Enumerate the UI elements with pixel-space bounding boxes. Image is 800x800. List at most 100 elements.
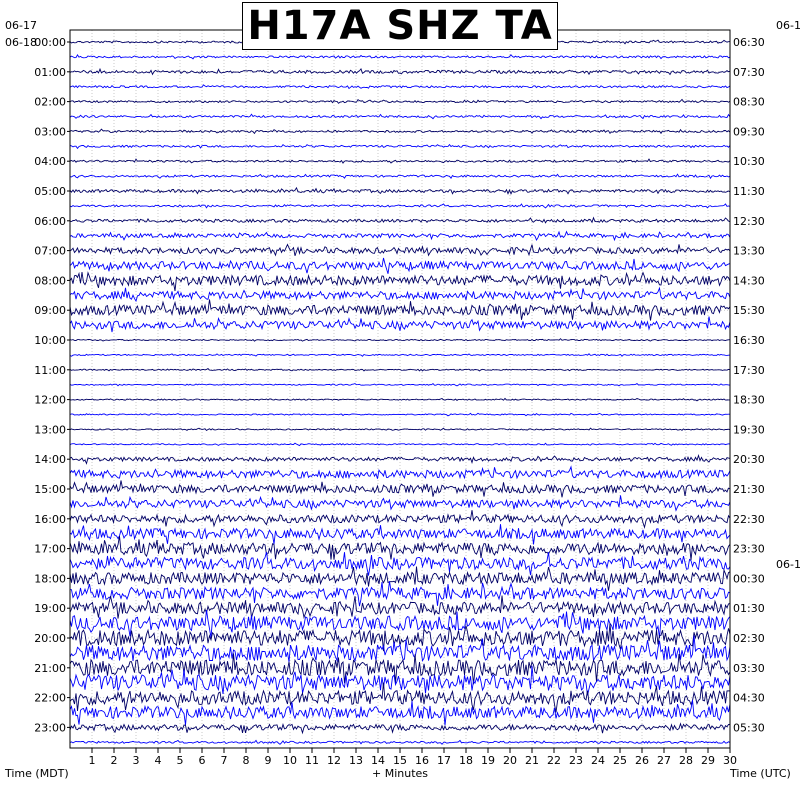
left-time-label: 02:00 xyxy=(34,96,66,109)
trace-line xyxy=(69,316,731,333)
x-tick-label: 10 xyxy=(283,754,297,767)
trace-line xyxy=(69,299,731,321)
trace-line xyxy=(69,623,731,652)
right-time-label: 04:30 xyxy=(733,692,765,705)
trace-line xyxy=(69,412,730,417)
right-time-label: 11:30 xyxy=(733,185,765,198)
x-tick-label: 21 xyxy=(525,754,539,767)
x-tick-label: 3 xyxy=(133,754,140,767)
trace-line xyxy=(69,143,731,150)
trace-line xyxy=(69,524,731,545)
trace-line xyxy=(69,186,731,195)
right-time-label: 21:30 xyxy=(733,483,765,496)
x-tick-label: 6 xyxy=(199,754,206,767)
left-time-label: 16:00 xyxy=(34,513,66,526)
x-tick-label: 22 xyxy=(547,754,561,767)
right-time-label: 07:30 xyxy=(733,66,765,79)
right-time-label: 00:30 xyxy=(733,572,765,585)
trace-line xyxy=(69,581,731,607)
right-time-label: 15:30 xyxy=(733,304,765,317)
trace-line xyxy=(69,442,731,447)
trace-line xyxy=(69,722,731,735)
trace-line xyxy=(69,243,731,257)
x-tick-label: 25 xyxy=(613,754,627,767)
x-tick-label: 23 xyxy=(569,754,583,767)
trace-line xyxy=(69,566,731,591)
left-time-label: 10:00 xyxy=(34,334,66,347)
right-time-label: 09:30 xyxy=(733,125,765,138)
x-axis-ticks: 1 2 3 4 5 6 7 8 9 10 11 12 13 14 15 16 17 18 19 20 21 22 23 24 2… xyxy=(89,748,737,767)
left-time-label: 21:00 xyxy=(34,662,66,675)
left-date-label-1: 06-17 xyxy=(5,19,37,32)
x-tick-label: 14 xyxy=(371,754,385,767)
x-tick-label: 27 xyxy=(657,754,671,767)
right-time-label: 14:30 xyxy=(733,274,765,287)
left-time-label: 20:00 xyxy=(34,632,66,645)
right-time-label: 05:30 xyxy=(733,721,765,734)
trace-line xyxy=(69,54,731,60)
left-time-label: 07:00 xyxy=(34,245,66,258)
left-time-labels: 00:00 01:00 02:00 03:00 04:00 05:00 06:00 07:00… xyxy=(34,36,70,734)
trace-line xyxy=(69,699,731,726)
trace-line xyxy=(69,495,731,512)
right-time-label: 22:30 xyxy=(733,513,765,526)
trace-line xyxy=(69,595,731,619)
x-tick-label: 13 xyxy=(349,754,363,767)
trace-line xyxy=(69,465,731,480)
trace-line xyxy=(69,739,731,745)
x-tick-label: 29 xyxy=(701,754,715,767)
left-time-label: 06:00 xyxy=(34,215,66,228)
x-tick-label: 20 xyxy=(503,754,517,767)
trace-line xyxy=(69,510,731,530)
trace-line xyxy=(69,536,731,561)
left-time-label: 18:00 xyxy=(34,572,66,585)
right-time-label: 10:30 xyxy=(733,155,765,168)
x-tick-label: 11 xyxy=(305,754,319,767)
right-date-label-2: 06-1 xyxy=(776,558,800,571)
trace-line xyxy=(69,216,731,224)
left-axis-label: Time (MDT) xyxy=(4,767,69,780)
right-time-label: 12:30 xyxy=(733,215,765,228)
right-time-label: 17:30 xyxy=(733,364,765,377)
trace-line xyxy=(69,67,731,76)
x-tick-label: 1 xyxy=(89,754,96,767)
left-time-label: 12:00 xyxy=(34,394,66,407)
x-tick-label: 8 xyxy=(243,754,250,767)
trace-line xyxy=(69,271,731,292)
trace-line xyxy=(69,203,731,209)
trace-line xyxy=(69,665,731,696)
x-tick-label: 24 xyxy=(591,754,605,767)
trace-line xyxy=(69,480,731,498)
left-time-label: 17:00 xyxy=(34,543,66,556)
x-tick-label: 18 xyxy=(459,754,473,767)
trace-line xyxy=(69,383,731,387)
right-time-label: 13:30 xyxy=(733,245,765,258)
x-tick-label: 2 xyxy=(111,754,118,767)
left-time-label: 15:00 xyxy=(34,483,66,496)
right-time-label: 02:30 xyxy=(733,632,765,645)
x-tick-label: 9 xyxy=(265,754,272,767)
x-tick-label: 4 xyxy=(155,754,162,767)
left-time-label: 04:00 xyxy=(34,155,66,168)
right-time-label: 08:30 xyxy=(733,96,765,109)
trace-line xyxy=(69,113,731,120)
left-time-label: 13:00 xyxy=(34,423,66,436)
right-time-label: 03:30 xyxy=(733,662,765,675)
left-time-label: 08:00 xyxy=(34,274,66,287)
trace-line xyxy=(69,353,731,357)
chart-title-box: H17A SHZ TA xyxy=(242,2,558,50)
right-time-label: 23:30 xyxy=(733,543,765,556)
trace-line xyxy=(69,158,731,164)
x-axis-label: + Minutes xyxy=(372,767,428,780)
left-time-label: 09:00 xyxy=(34,304,66,317)
trace-line xyxy=(69,128,731,135)
left-time-label: 23:00 xyxy=(34,721,66,734)
chart-title: H17A SHZ TA xyxy=(247,3,553,49)
trace-line xyxy=(69,610,731,639)
x-tick-label: 17 xyxy=(437,754,451,767)
trace-line xyxy=(69,551,731,576)
left-time-label: 00:00 xyxy=(34,36,66,49)
right-time-label: 01:30 xyxy=(733,602,765,615)
trace-line xyxy=(69,653,731,685)
